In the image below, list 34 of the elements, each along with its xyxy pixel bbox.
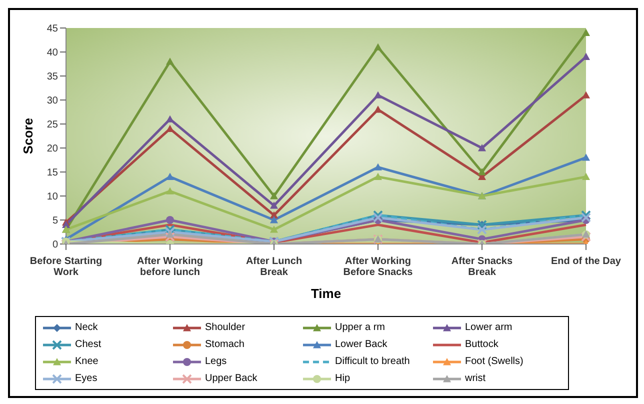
y-tick-label: 30 xyxy=(46,96,58,107)
y-tick-label: 20 xyxy=(46,144,58,155)
x-tick-label: After Snacks Break xyxy=(451,256,514,278)
legend-label: Legs xyxy=(205,356,227,367)
x-tick-label: End of the Day xyxy=(550,256,622,267)
legend-label: Knee xyxy=(75,356,98,367)
legend-label: Chest xyxy=(75,339,102,350)
legend-label: Stomach xyxy=(205,339,244,350)
x-tick-label: After Lunch Break xyxy=(246,256,302,278)
x-tick-label: Before Starting Work xyxy=(30,256,102,278)
y-axis-title: Score xyxy=(20,118,36,154)
y-tick-label: 10 xyxy=(46,192,58,203)
legend-label: Upper Back xyxy=(205,373,258,384)
legend-label: wrist xyxy=(465,373,486,384)
y-tick-label: 15 xyxy=(46,168,58,179)
legend-label: Eyes xyxy=(75,373,98,384)
legend-label: Upper a rm xyxy=(335,322,386,333)
legend-label: Buttock xyxy=(465,339,498,350)
legend-label: Neck xyxy=(75,322,98,333)
legend-label: Hip xyxy=(335,373,350,384)
legend-label: Shoulder xyxy=(205,322,246,333)
legend-label: Lower arm xyxy=(465,322,512,333)
y-tick-label: 25 xyxy=(46,120,58,131)
x-tick-label: After Working Before Snacks xyxy=(343,256,414,278)
legend-label: Foot (Swells) xyxy=(465,356,524,367)
x-tick-label: After Working before lunch xyxy=(137,256,203,278)
y-tick-label: 40 xyxy=(46,48,58,59)
legend-label: Lower Back xyxy=(335,339,388,350)
y-tick-label: 45 xyxy=(46,24,58,35)
y-tick-label: 35 xyxy=(46,72,58,83)
y-tick-label: 5 xyxy=(52,216,58,227)
legend-label: Difficult to breath xyxy=(335,356,410,367)
y-tick-label: 0 xyxy=(52,240,58,251)
x-axis-title: Time xyxy=(310,286,342,301)
